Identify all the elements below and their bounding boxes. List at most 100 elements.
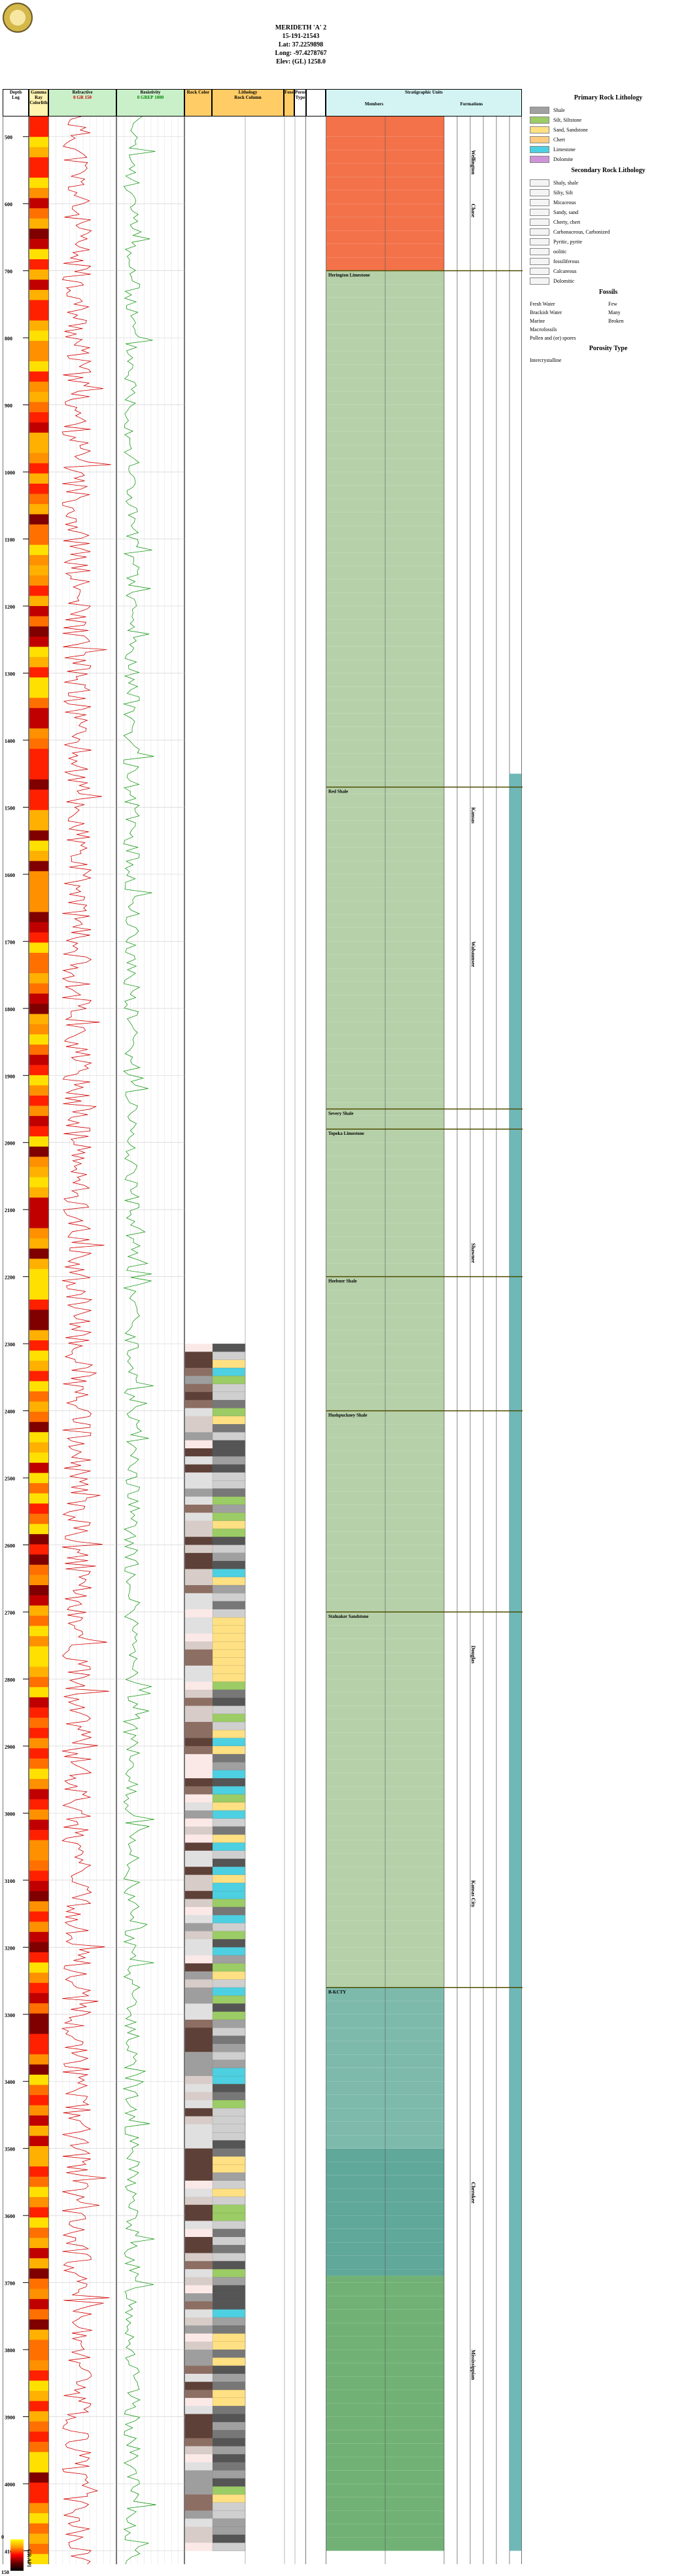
colorlith-band	[29, 310, 49, 321]
rock-color-band	[185, 1448, 213, 1457]
legend-label: Sandy, sand	[553, 209, 579, 215]
rock-color-band	[185, 2454, 213, 2463]
colorlith-band	[29, 1473, 49, 1484]
gr-max: 150	[84, 95, 92, 100]
rock-color-band	[185, 1376, 213, 1385]
rock-color-band	[185, 2438, 213, 2447]
member-label: Severy Shale	[328, 1111, 353, 1116]
primary-legend-row: Silt, Siltstone	[530, 115, 687, 125]
gamma-colorlith-track	[29, 116, 49, 2564]
colorlith-band	[29, 371, 49, 382]
colorlith-band	[29, 1268, 49, 1279]
gr-min: 0	[73, 95, 76, 100]
resist-curve-label: GREP	[141, 95, 154, 100]
lithology-band	[212, 2341, 246, 2350]
fossils-header: Fossils	[284, 89, 294, 116]
colorlith-band	[29, 1748, 49, 1759]
colorlith-band	[29, 1687, 49, 1698]
colorlith-band	[29, 116, 49, 128]
rock-color-band	[185, 1689, 213, 1698]
colorlith-band	[29, 1962, 49, 1973]
rock-color-band	[185, 2245, 213, 2253]
rock-color-band	[185, 1601, 213, 1610]
rock-color-band	[185, 1512, 213, 1522]
legend-label: Dolomitic	[553, 278, 575, 284]
rock-color-band	[185, 2043, 213, 2052]
primary-legend-row: Dolomite	[530, 154, 687, 164]
rock-color-band	[185, 1963, 213, 1972]
colorlith-band	[29, 2095, 49, 2106]
colorlith-band	[29, 1310, 49, 1321]
rock-color-band	[185, 2430, 213, 2439]
legend-label: Shale	[553, 107, 565, 113]
rock-color-band	[185, 1368, 213, 1376]
colorlith-band	[29, 157, 49, 168]
colorlith-band	[29, 1146, 49, 1157]
lithology-band	[212, 1641, 246, 1650]
depth-track: 500 600 700 800 900 1000 1100 1200 1300 1400 1500 1…	[3, 116, 29, 2564]
lithology-band	[212, 1923, 246, 1932]
colorlith-band	[29, 1982, 49, 1994]
lithology-band	[212, 1569, 246, 1578]
log-label: Log	[12, 95, 20, 100]
colorlith-band	[29, 1483, 49, 1494]
colorlith-band	[29, 738, 49, 749]
rock-color-band	[185, 2325, 213, 2334]
colorlith-band	[29, 259, 49, 270]
colorlith-band	[29, 1330, 49, 1341]
depth-tick-label: 2200	[5, 1275, 15, 1281]
legend-swatch	[530, 228, 549, 236]
lithology-band	[212, 1400, 246, 1408]
colorlith-band	[29, 1156, 49, 1168]
rock-color-band	[185, 1384, 213, 1393]
colorlith-band	[29, 963, 49, 974]
lithology-band	[212, 1931, 246, 1940]
colorlith-band	[29, 1758, 49, 1769]
colorlith-band	[29, 810, 49, 821]
colorlith-band	[29, 2391, 49, 2402]
secondary-legend-row: oolitic	[530, 247, 687, 257]
fossil-legend-label: Marine	[530, 318, 545, 324]
colorlith-band	[29, 2360, 49, 2371]
depth-tick-label: 500	[5, 135, 12, 141]
colorlith-band	[29, 382, 49, 393]
colorlith-band	[29, 279, 49, 291]
rock-color-band	[185, 2140, 213, 2149]
rock-color-band	[185, 1681, 213, 1690]
colorlith-band	[29, 1299, 49, 1310]
rock-color-band	[185, 1432, 213, 1441]
colorlith-band	[29, 1880, 49, 1891]
lithology-band	[212, 1738, 246, 1747]
lithology-band	[212, 1657, 246, 1666]
legend-swatch	[530, 136, 549, 143]
colorlith-band	[29, 1666, 49, 1677]
depth-tick-label: 3600	[5, 2213, 15, 2219]
colorlith-band	[29, 2340, 49, 2351]
lithology-band	[212, 2092, 246, 2101]
colorlith-band	[29, 1605, 49, 1617]
lithology-band	[212, 2350, 246, 2358]
lithology-band	[212, 2470, 246, 2479]
colorlith-band	[29, 718, 49, 729]
colorlith-band	[29, 2319, 49, 2331]
colorlith-band	[29, 1412, 49, 1423]
colorlith-band	[29, 1993, 49, 2004]
lithology-band	[212, 1778, 246, 1787]
lithology-band	[212, 2389, 246, 2399]
colorlith-band	[29, 1228, 49, 1239]
colorlith-band	[29, 2156, 49, 2167]
rock-color-band	[185, 1537, 213, 1545]
rock-color-label: Rock Color	[186, 90, 210, 95]
rock-color-band	[185, 2100, 213, 2109]
strat-subheader: Members Formations	[326, 101, 521, 107]
porosity-legend-row: Intercrystalline	[530, 357, 562, 363]
rock-color-band	[185, 1520, 213, 1530]
lithology-band	[212, 1617, 246, 1626]
gr-line	[61, 116, 111, 2564]
rock-color-band	[185, 1713, 213, 1723]
depth-tick-label: 3200	[5, 1945, 15, 1951]
fossil-legend-label: Few	[608, 301, 617, 307]
legend-label: Calcareous	[553, 268, 577, 274]
lithology-band	[212, 1673, 246, 1683]
lithology-band	[212, 1609, 246, 1618]
